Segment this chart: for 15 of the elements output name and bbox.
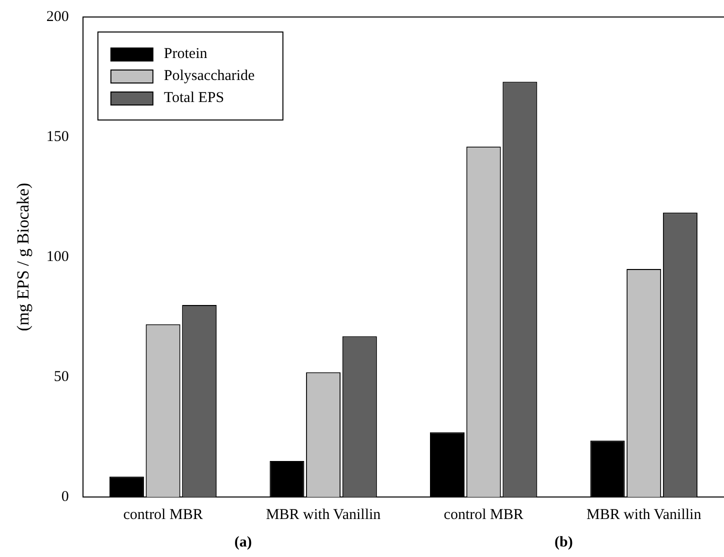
legend-label: Protein <box>164 46 208 62</box>
x-tick-label: MBR with Vanillin <box>586 506 702 523</box>
y-tick-label: 50 <box>54 368 69 385</box>
y-tick-label: 150 <box>46 128 69 145</box>
legend-label: Total EPS <box>164 90 224 106</box>
legend-label: Polysaccharide <box>164 68 256 84</box>
y-tick-label: 100 <box>46 248 69 265</box>
text: (b) <box>554 534 573 550</box>
y-axis-title: (mg EPS / g Biocake) <box>14 182 33 332</box>
y-tick-label: 0 <box>61 488 69 505</box>
y-tick-label: 200 <box>46 8 69 25</box>
x-tick-label: MBR with Vanillin <box>266 506 382 523</box>
text: (a) <box>234 534 252 550</box>
x-tick-label: control MBR <box>123 506 203 523</box>
x-tick-label: control MBR <box>444 506 524 523</box>
